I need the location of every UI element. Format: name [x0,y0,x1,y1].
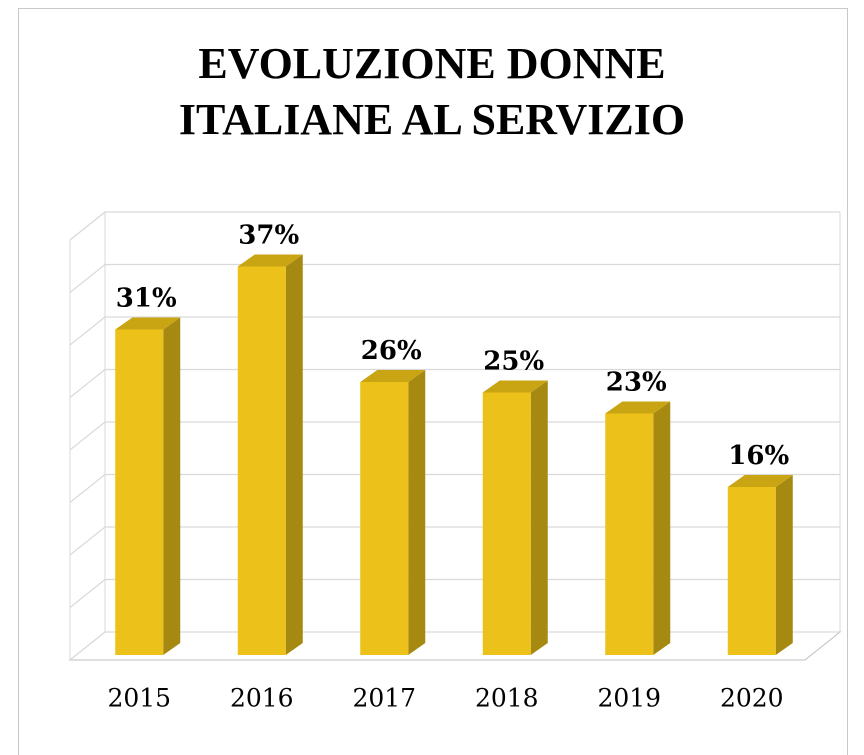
x-tick-label: 2015 [107,684,171,713]
grid-line [69,473,840,503]
bar-front [727,487,776,655]
grid-line [69,368,840,398]
bar-front [237,266,286,655]
grid-line [69,263,840,293]
bar-front [360,382,409,655]
x-tick-label: 2020 [720,684,784,713]
data-label: 23% [606,368,667,398]
bar [115,317,181,655]
x-tick-label: 2019 [597,684,661,713]
bar [605,401,671,655]
x-tick-label: 2018 [475,684,539,713]
bar-side [775,475,793,655]
grid-line [69,631,840,661]
bar [360,370,426,655]
bar-top [482,380,548,393]
bar-side [653,401,671,655]
grid-line [69,421,840,451]
bar-top [727,475,793,487]
grid-line [69,316,840,346]
data-label: 16% [728,441,789,471]
bar [237,254,303,655]
bar-top [605,401,671,414]
bar-top [115,317,181,330]
bar-side [408,370,426,655]
bar-side [163,317,181,655]
grid-line [69,526,840,556]
bar-top [360,370,426,382]
bar-side [285,254,303,655]
grid-line [69,578,840,608]
grid-line [69,211,840,241]
bar-front [482,392,531,655]
bar-top [237,254,303,267]
data-label: 31% [116,284,177,314]
bar-front [605,413,654,655]
x-tick-label: 2016 [230,684,294,713]
bar [727,475,793,655]
x-tick-label: 2017 [352,684,416,713]
chart-title: EVOLUZIONE DONNE ITALIANE AL SERVIZIO [178,39,686,144]
data-label: 37% [238,221,299,251]
data-label: 25% [483,347,544,377]
floor [68,631,842,661]
bar-front [115,329,164,655]
bar [482,380,548,655]
data-label: 26% [361,336,422,366]
bar-side [530,380,548,655]
